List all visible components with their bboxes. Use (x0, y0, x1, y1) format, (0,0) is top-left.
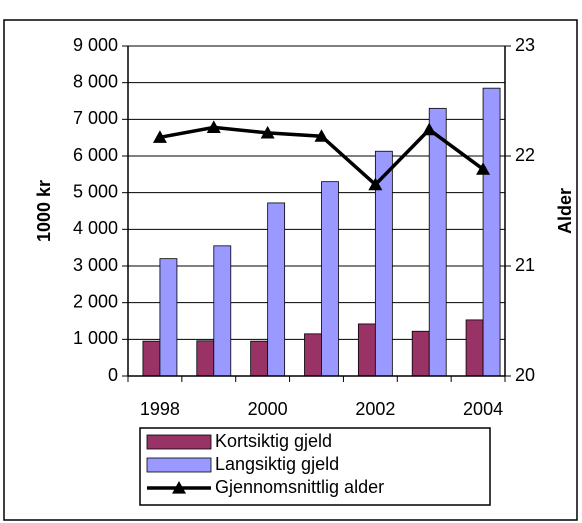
y-tick-label: 1 000 (73, 328, 118, 348)
bar (428, 107, 447, 377)
bar (321, 181, 339, 377)
y-tick-label: 7 000 (73, 108, 118, 128)
bar (250, 340, 269, 377)
line-marker (152, 130, 167, 143)
legend-label: Langsiktig gjeld (215, 454, 339, 474)
bar (465, 319, 484, 377)
x-tick-label: 2002 (355, 399, 395, 419)
legend-swatch (146, 457, 212, 473)
y-tick-label: 4 000 (73, 218, 118, 238)
y2-tick-label: 22 (515, 145, 535, 165)
y2-tick-label: 23 (515, 35, 535, 55)
bar (482, 87, 501, 377)
y-tick-label: 0 (108, 365, 118, 385)
line-marker (260, 125, 275, 139)
bar (196, 340, 215, 377)
bar (357, 323, 376, 377)
y-tick-label: 5 000 (73, 181, 118, 201)
line-marker (206, 120, 221, 133)
x-tick-label: 2004 (463, 399, 503, 419)
y-tick-label: 8 000 (73, 71, 118, 91)
y2-tick-label: 21 (515, 255, 535, 275)
y2-tick-label: 20 (515, 365, 535, 385)
bar (411, 330, 430, 377)
line-marker (422, 122, 437, 136)
line-marker (476, 162, 491, 175)
y-tick-label: 3 000 (73, 255, 118, 275)
bar (304, 333, 322, 377)
bar (213, 245, 232, 377)
bar (159, 258, 178, 377)
x-tick-label: 1998 (140, 399, 180, 419)
y2-axis-label: Alder (555, 188, 575, 234)
legend-marker (172, 481, 186, 494)
y-tick-label: 2 000 (73, 291, 118, 311)
legend-label: Gjennomsnittlig alder (215, 477, 384, 497)
legend-label: Kortsiktig gjeld (215, 431, 332, 451)
bar (267, 202, 286, 377)
bar (142, 340, 161, 377)
y-tick-label: 9 000 (73, 35, 118, 55)
line-marker (368, 177, 383, 191)
y-tick-label: 6 000 (73, 145, 118, 165)
legend-swatch (146, 434, 212, 450)
line-marker (314, 129, 329, 142)
x-tick-label: 2000 (248, 399, 288, 419)
y-axis-label: 1000 kr (34, 180, 54, 242)
